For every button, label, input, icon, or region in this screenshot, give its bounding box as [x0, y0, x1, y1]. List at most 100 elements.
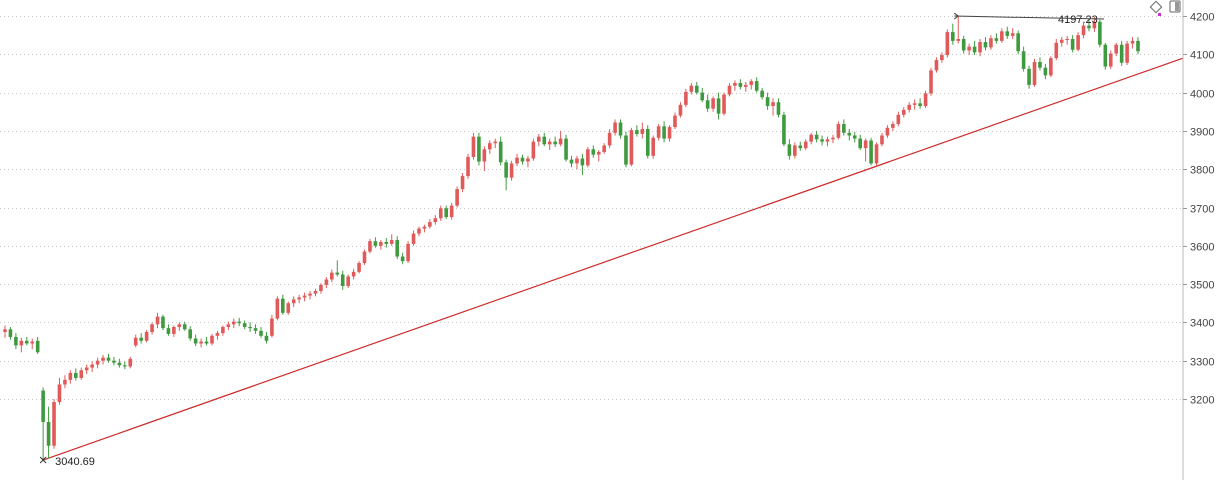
y-tick-label: 3400: [1190, 318, 1214, 330]
candle-body: [765, 97, 770, 107]
candle-body: [319, 284, 323, 291]
candle-body: [210, 335, 214, 344]
candle-body: [945, 32, 950, 56]
candle-body: [744, 84, 748, 87]
candle-body: [542, 136, 547, 145]
candle-body: [733, 83, 737, 86]
candle-body: [907, 104, 912, 110]
candle-body: [340, 274, 345, 287]
annotations-layer: 3040.69 4197.23: [39, 12, 1105, 468]
y-tick-label: 3800: [1190, 165, 1214, 177]
candle-body: [182, 324, 187, 330]
candle-body: [1043, 67, 1048, 76]
candle-body: [161, 316, 165, 329]
candle-body: [155, 316, 160, 325]
grid-layer: [0, 16, 1183, 400]
candle-body: [106, 357, 111, 361]
candle-body: [35, 340, 40, 353]
candle-body: [466, 156, 470, 177]
candle-body: [242, 323, 247, 327]
candle-body: [368, 241, 372, 252]
candle-body: [618, 122, 623, 136]
candle-body: [1054, 42, 1059, 59]
candle-body: [3, 329, 7, 332]
candle-body: [934, 60, 939, 71]
candle-body: [411, 233, 416, 244]
candle-body: [918, 103, 922, 107]
candle-body: [1092, 21, 1097, 29]
candle-body: [547, 141, 552, 145]
candle-body: [346, 276, 350, 287]
candle-body: [166, 328, 171, 334]
candle-body: [989, 38, 993, 48]
candle-body: [776, 102, 781, 115]
candle-body: [662, 126, 666, 139]
candle-body: [215, 333, 220, 336]
candle-body: [1081, 25, 1086, 36]
candle-body: [259, 330, 263, 336]
candle-body: [112, 360, 116, 363]
diamond-icon[interactable]: [1149, 0, 1163, 14]
candle-body: [684, 91, 688, 105]
candle-body: [1049, 58, 1053, 76]
candle-body: [869, 140, 873, 164]
candle-body: [1032, 61, 1037, 85]
candle-body: [901, 109, 906, 115]
candle-body: [204, 341, 209, 344]
candle-body: [1103, 44, 1108, 67]
candle-body: [640, 128, 645, 134]
candle-body: [123, 365, 127, 367]
trendline-layer: [42, 57, 1184, 461]
candle-body: [231, 321, 236, 325]
candle-body: [613, 122, 617, 133]
candle-body: [537, 136, 541, 142]
candle-body: [673, 115, 677, 128]
candle-body: [575, 158, 579, 164]
candle-body: [384, 241, 389, 244]
candle-body: [711, 98, 715, 109]
candle-body: [460, 176, 465, 190]
candle-body: [19, 340, 24, 346]
candle-body: [809, 134, 813, 142]
candle-body: [226, 324, 231, 327]
panel-toggle-icon[interactable]: [1169, 0, 1181, 13]
candle-body: [1070, 38, 1075, 50]
low-marker-icon-stroke: [39, 456, 47, 464]
candle-body: [422, 226, 427, 229]
candle-body: [700, 92, 705, 101]
candle-body: [1136, 40, 1140, 52]
candle-body: [297, 297, 301, 300]
candle-body: [52, 402, 56, 446]
high-arrow-icon: [953, 12, 960, 20]
candle-body: [482, 149, 487, 162]
candle-body: [117, 362, 122, 366]
candle-body: [8, 329, 13, 337]
candle-body: [302, 295, 307, 298]
candle-body: [281, 298, 285, 313]
candle-body: [498, 141, 503, 163]
candle-body: [74, 372, 78, 378]
candle-body: [14, 336, 18, 346]
candle-body: [335, 272, 340, 275]
candle-body: [221, 326, 225, 334]
y-tick-label: 4200: [1190, 12, 1214, 24]
candle-body: [41, 390, 45, 422]
candle-body: [139, 337, 143, 341]
candle-body: [68, 372, 73, 380]
y-tick-label: 3700: [1190, 204, 1214, 216]
candle-body: [727, 85, 732, 95]
candle-body: [291, 299, 296, 304]
candle-body: [558, 138, 563, 145]
candle-body: [793, 145, 797, 156]
candle-body: [961, 38, 966, 51]
candle-body: [645, 128, 650, 156]
candle-body: [362, 251, 367, 264]
candle-body: [1010, 33, 1015, 36]
candle-body: [389, 240, 394, 244]
candle-body: [596, 151, 601, 155]
candle-body: [591, 149, 596, 155]
support-trendline[interactable]: [42, 57, 1184, 461]
candle-body: [1005, 31, 1010, 36]
candle-body: [357, 263, 361, 272]
